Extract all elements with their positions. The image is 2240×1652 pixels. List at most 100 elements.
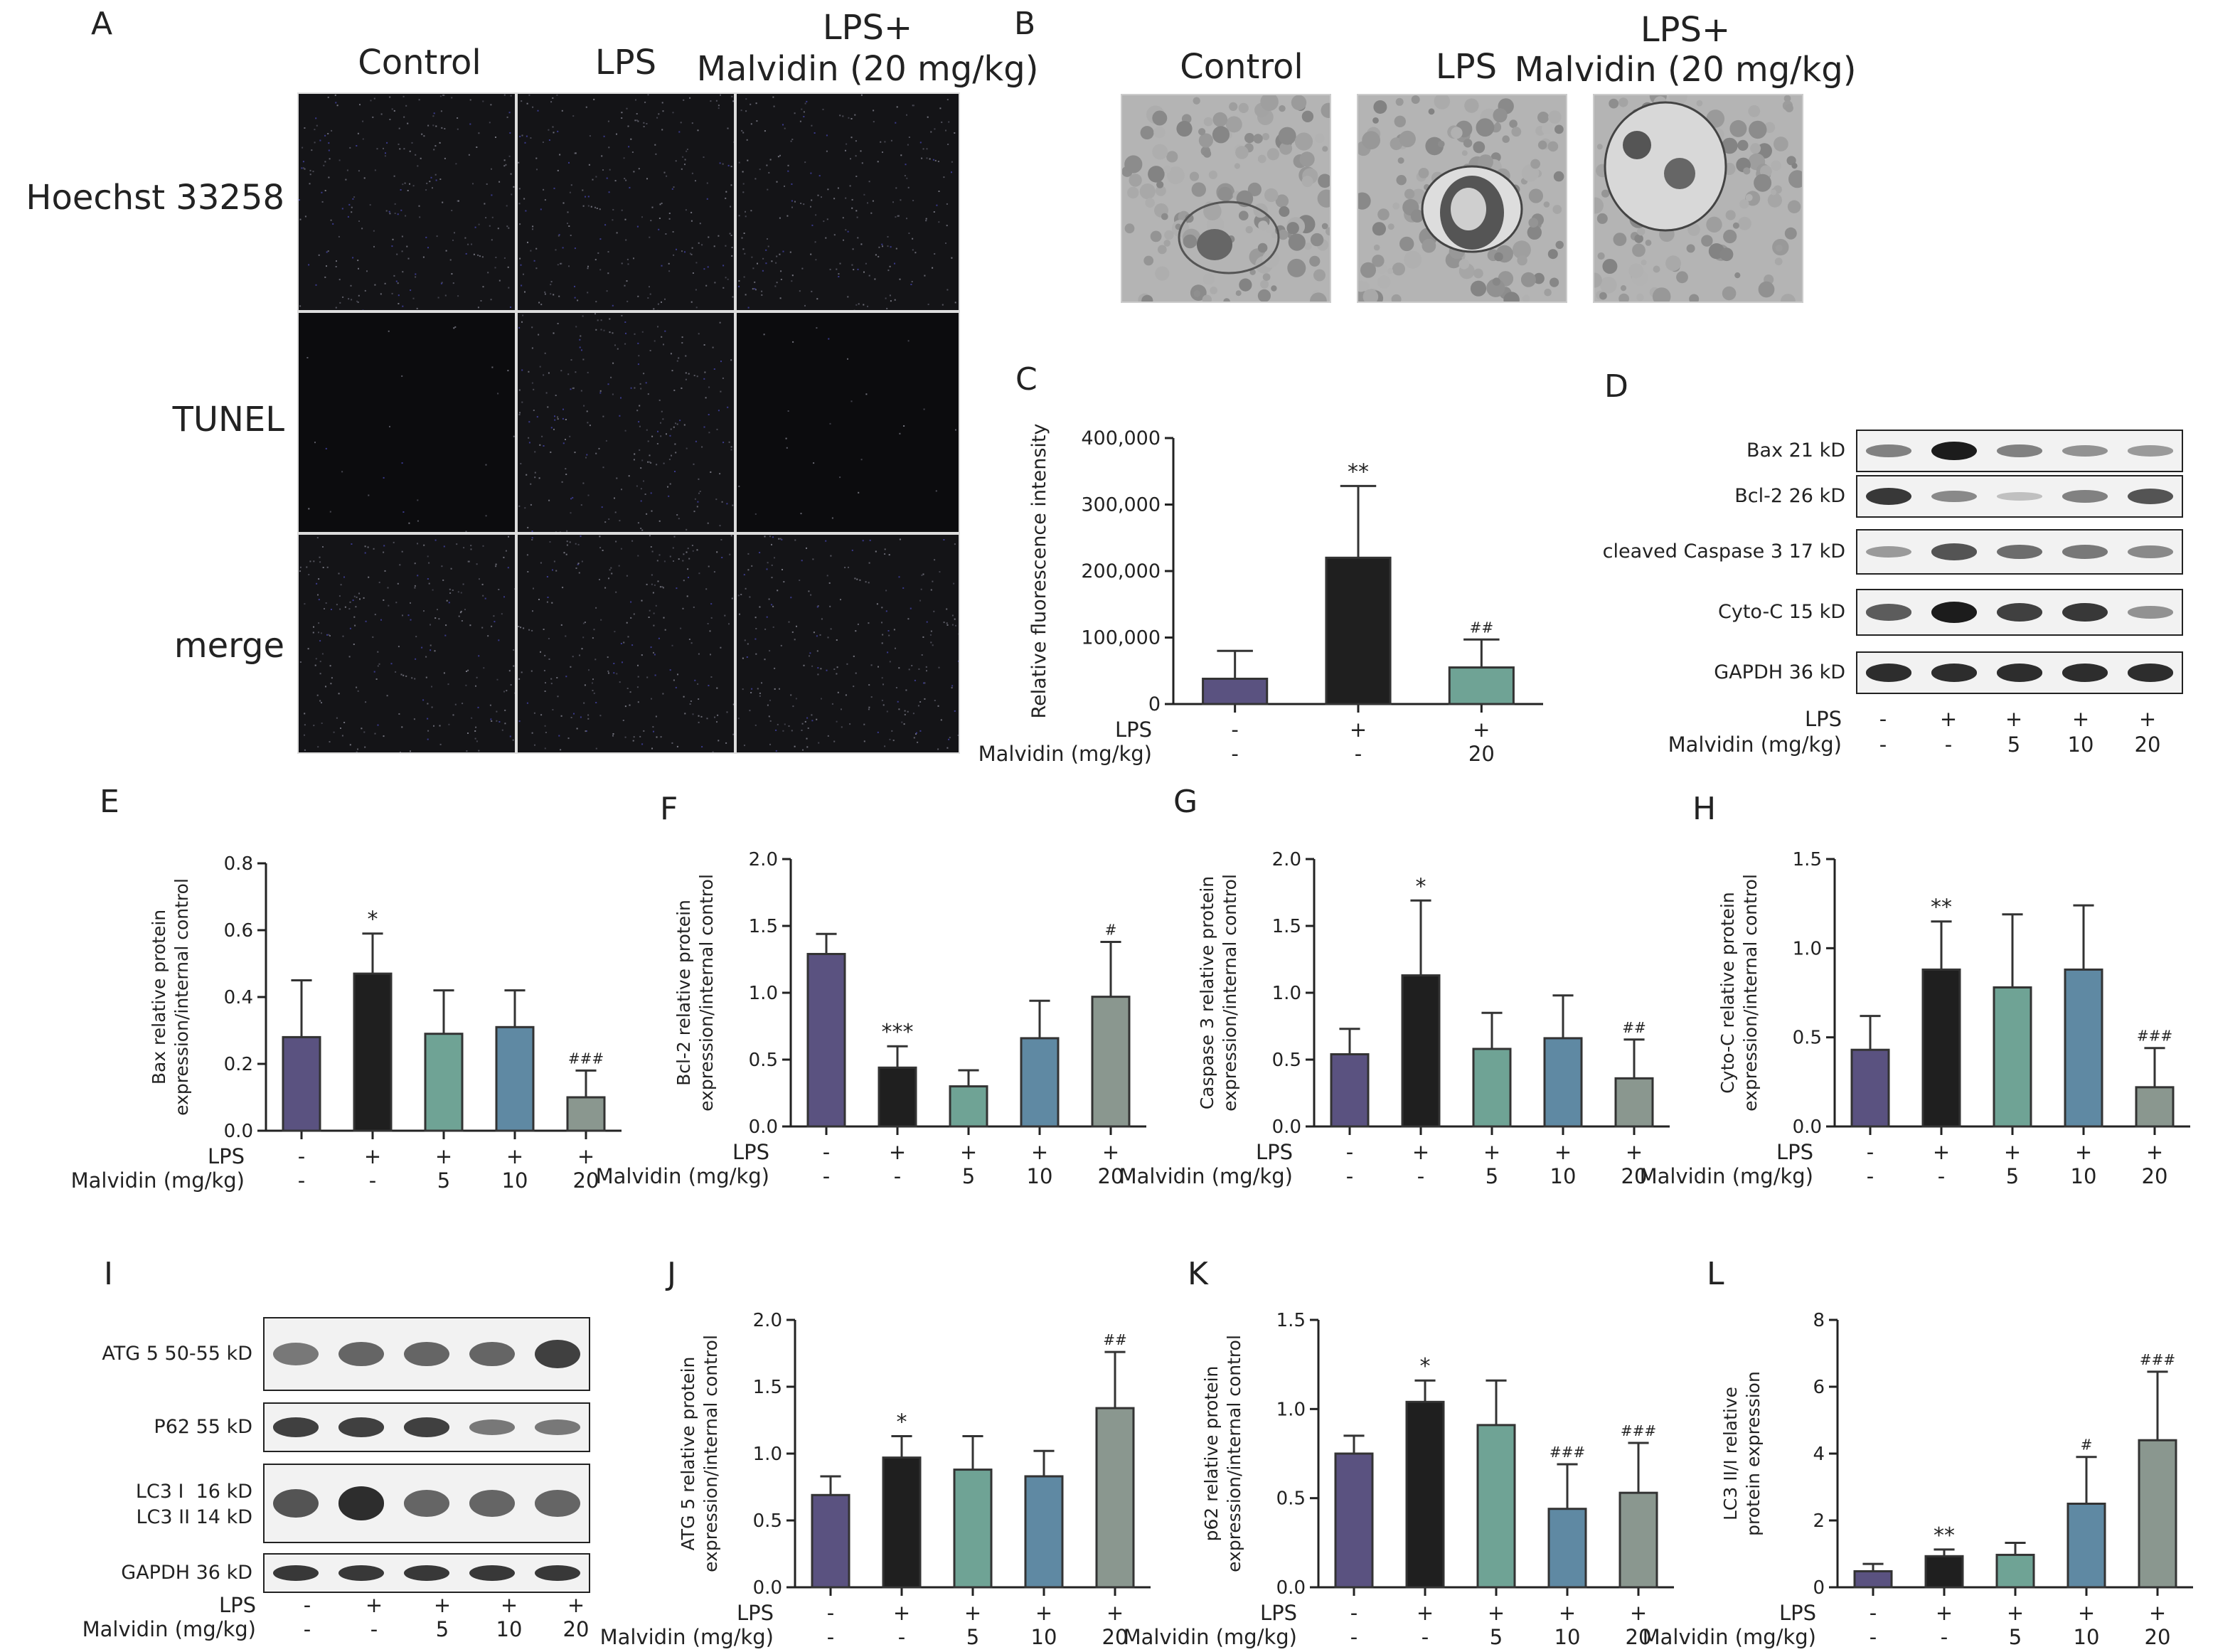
blot-band xyxy=(2062,664,2108,682)
malvidin-row-label: Malvidin (mg/kg) xyxy=(600,1625,774,1649)
significance-mark: # xyxy=(2081,1437,2093,1454)
em-granule xyxy=(1738,216,1751,230)
malvidin-row-label: Malvidin (mg/kg) xyxy=(71,1168,245,1193)
em-granule xyxy=(1193,290,1201,297)
lps-sign: + xyxy=(1626,1140,1643,1164)
y-tick-label: 300,000 xyxy=(1081,494,1161,516)
em-granule xyxy=(1422,238,1436,253)
y-axis-label: expression/internal control xyxy=(1740,874,1761,1112)
lps-sign: + xyxy=(364,1144,381,1168)
em-granule xyxy=(1392,202,1400,210)
significance-mark: ** xyxy=(1931,895,1952,920)
em-granule xyxy=(1425,137,1444,156)
em-granule xyxy=(1193,97,1200,105)
em-cell-malvidin xyxy=(1594,95,1802,302)
y-tick-label: 1.5 xyxy=(1793,849,1822,870)
blot-band xyxy=(272,1488,319,1518)
bar xyxy=(1024,1475,1064,1589)
bar xyxy=(1618,1491,1658,1589)
malvidin-dose: 20 xyxy=(562,1617,590,1641)
em-granule xyxy=(1189,171,1200,181)
em-granule xyxy=(1749,120,1767,139)
y-tick-label: 1.5 xyxy=(1272,916,1301,937)
em-granule xyxy=(1314,133,1325,144)
em-granule xyxy=(1701,235,1713,247)
em-granule xyxy=(1600,277,1617,294)
em-granule xyxy=(1372,117,1379,124)
em-granule xyxy=(1428,108,1435,115)
em-granule xyxy=(1278,127,1296,145)
em-granule xyxy=(1594,272,1602,288)
em-granule xyxy=(1463,139,1473,148)
lps-sign: - xyxy=(1870,1601,1877,1625)
malvidin-dose: 10 xyxy=(1550,1164,1577,1188)
em-granule xyxy=(1770,189,1777,196)
em-granule xyxy=(1321,102,1330,118)
bar xyxy=(882,1456,922,1589)
em-granule xyxy=(1244,133,1255,144)
em-granule xyxy=(1706,216,1722,233)
em-granule xyxy=(1362,289,1379,302)
micrograph-speckle xyxy=(738,327,956,519)
em-granule xyxy=(1676,271,1688,284)
bar xyxy=(1091,996,1131,1128)
bar xyxy=(1476,1424,1516,1589)
em-image-control xyxy=(1121,94,1331,303)
em-granule xyxy=(1397,157,1404,164)
blot-band xyxy=(1865,664,1912,682)
malvidin-row-label: Malvidin (mg/kg) xyxy=(1668,732,1842,757)
y-tick-label: 0.0 xyxy=(1272,1117,1301,1138)
panel-letter-j: J xyxy=(667,1256,676,1292)
y-axis-label: expression/internal control xyxy=(700,1335,721,1572)
em-granule xyxy=(1203,202,1222,220)
em-granule xyxy=(1613,233,1627,246)
em-granule xyxy=(1257,243,1268,253)
blot-band xyxy=(534,1339,581,1369)
y-tick-label: 2.0 xyxy=(1272,849,1301,870)
y-tick-label: 2 xyxy=(1813,1510,1825,1532)
em-granule xyxy=(1198,128,1206,136)
micrograph-tunel-lps xyxy=(516,311,735,533)
malvidin-dose: - xyxy=(1346,1164,1353,1188)
em-granule xyxy=(1301,110,1314,122)
em-granule xyxy=(1786,156,1796,166)
bar xyxy=(424,1033,464,1132)
em-granule xyxy=(1247,182,1262,196)
malvidin-dose: - xyxy=(303,1617,311,1641)
blot-band xyxy=(469,1419,516,1435)
blot-band xyxy=(403,1490,450,1517)
lps-sign: + xyxy=(567,1593,585,1617)
em-granule xyxy=(1262,133,1270,141)
em-granule xyxy=(1176,120,1193,137)
em-granule xyxy=(1774,137,1788,151)
bar xyxy=(1995,1553,2035,1589)
em-granule xyxy=(1156,186,1166,196)
lps-sign: + xyxy=(1473,718,1490,742)
y-axis-label: expression/internal control xyxy=(1224,1335,1244,1572)
em-granule xyxy=(1202,294,1212,302)
em-granule xyxy=(1152,110,1168,126)
panel-letter-b: B xyxy=(1014,6,1036,42)
panel-letter-k: K xyxy=(1188,1256,1208,1292)
blot-band xyxy=(1996,544,2043,560)
y-tick-label: 100,000 xyxy=(1081,627,1161,649)
panel-a-col-control: Control xyxy=(358,43,481,82)
em-granule xyxy=(1301,176,1313,188)
y-tick-label: 0 xyxy=(1148,693,1161,715)
em-granule xyxy=(1358,192,1371,210)
lps-sign: - xyxy=(1879,707,1887,731)
y-axis-label: p62 relative protein xyxy=(1201,1366,1222,1542)
bar xyxy=(1921,968,1961,1128)
lps-row-label: LPS xyxy=(1260,1601,1297,1625)
em-granule xyxy=(1464,98,1479,113)
y-tick-label: 0.2 xyxy=(224,1054,253,1075)
lps-sign: + xyxy=(2078,1601,2095,1625)
malvidin-row-label: Malvidin (mg/kg) xyxy=(1119,1164,1293,1188)
significance-mark: ** xyxy=(1934,1523,1955,1548)
blot-label: Cyto-C 15 kD xyxy=(1718,601,1845,623)
lps-sign: + xyxy=(964,1601,981,1625)
malvidin-dose: - xyxy=(1938,1164,1945,1188)
y-tick-label: 2.0 xyxy=(753,1310,782,1331)
bar xyxy=(1325,556,1392,705)
blot-band xyxy=(1865,604,1912,621)
